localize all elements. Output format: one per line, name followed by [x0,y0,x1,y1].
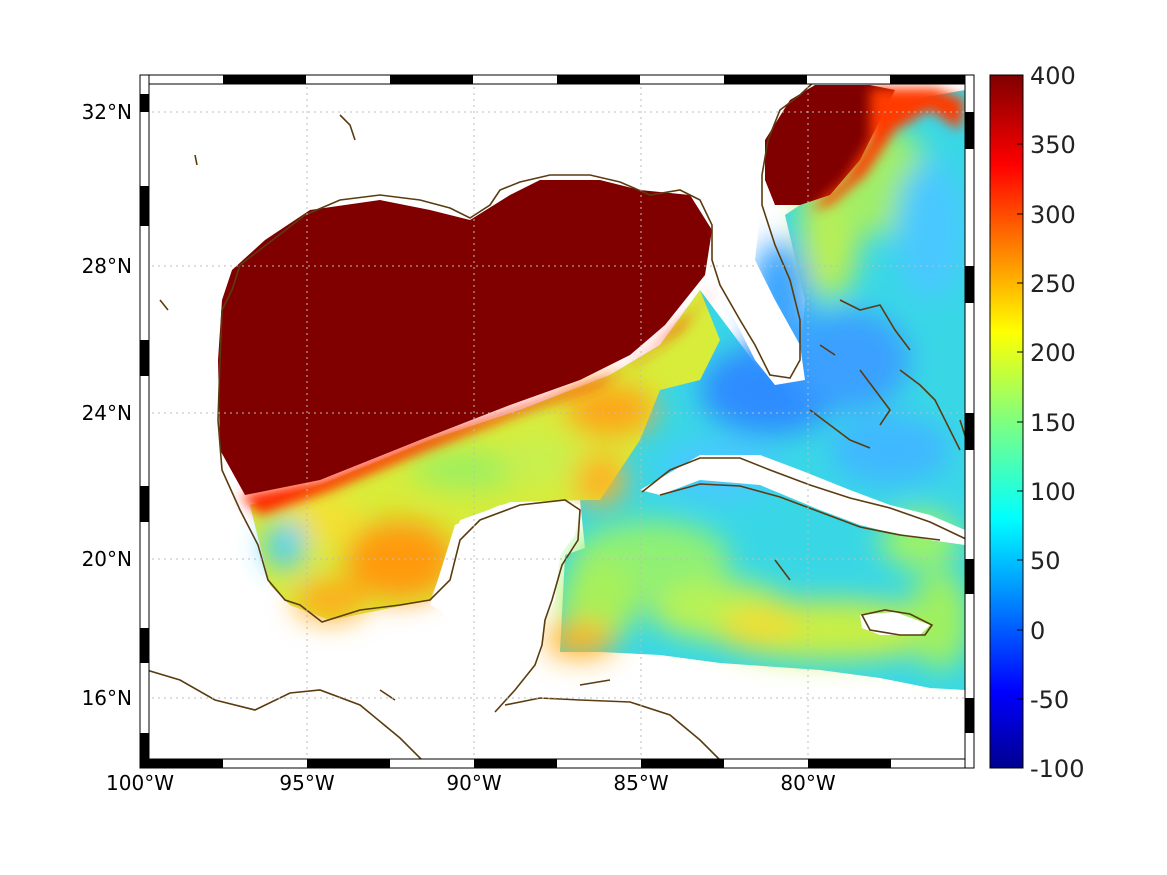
lon-tick-label: 85°W [613,771,668,795]
lat-tick-label: 24°N [82,401,132,425]
lon-tick-label: 90°W [446,771,501,795]
atlantic-saturated-region [765,85,965,210]
colorbar-tick-label: 350 [1030,131,1076,159]
map-frame [139,74,975,769]
colorbar: 400 350 300 250 200 150 100 50 0 -50 -10… [989,62,1084,783]
lat-tick-label: 32°N [82,100,132,124]
colorbar-ticks [1017,143,1023,700]
lon-tick-label: 100°W [106,771,174,795]
colorbar-tick-label: -50 [1030,686,1069,714]
colorbar-tick-label: 100 [1030,478,1076,506]
lat-tick-labels: 32°N 28°N 24°N 20°N 16°N [82,100,132,710]
gulf-saturated-region [218,180,712,495]
lon-tick-labels: 100°W 95°W 90°W 85°W 80°W [106,771,836,795]
colorbar-tick-label: 250 [1030,270,1076,298]
lat-tick-label: 28°N [82,254,132,278]
lon-tick-label: 95°W [279,771,334,795]
colorbar-tick-label: 300 [1030,201,1076,229]
lat-tick-label: 20°N [82,547,132,571]
colorbar-tick-label: 400 [1030,62,1076,90]
land-masks [430,200,965,660]
colorbar-tick-label: 50 [1030,547,1061,575]
colorbar-tick-label: 0 [1030,617,1045,645]
colorbar-tick-label: 200 [1030,339,1076,367]
colorbar-tick-label: 150 [1030,409,1076,437]
colorbar-tick-label: -100 [1030,755,1084,783]
coastlines [140,77,969,768]
gulf-transition [240,285,720,620]
map-panel [140,75,974,768]
lon-tick-label: 80°W [780,771,835,795]
lat-tick-label: 16°N [82,686,132,710]
map-grid [140,75,974,768]
